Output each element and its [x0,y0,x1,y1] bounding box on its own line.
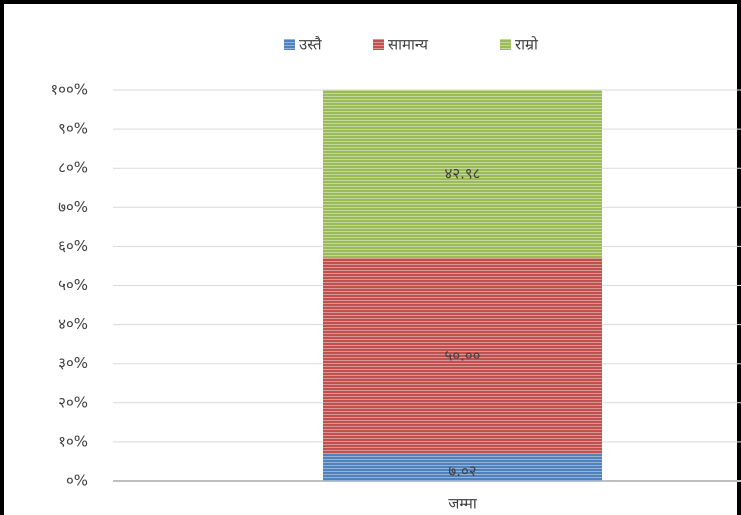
y-tick-label: ८०% [58,159,88,177]
y-tick-label: ७०% [58,198,88,216]
y-tick-label: ६०% [58,237,88,255]
legend-swatch [284,39,295,50]
y-tick-label: ०% [66,472,88,490]
y-tick-label: ४०% [58,315,88,333]
bar-segment [323,453,602,481]
y-tick-label: २०% [58,393,88,411]
value-label: ७.०२ [448,462,476,480]
legend-label: सामान्य [388,36,428,54]
legend-label: राम्रो [515,36,539,54]
y-tick-label: ९०% [58,120,88,138]
y-tick-label: १००% [50,81,88,99]
bar-segment [323,90,602,259]
y-tick-label: ५०% [58,276,88,294]
y-tick-label: १०% [58,432,88,450]
legend-swatch [373,39,384,50]
legend-label: उस्तै [299,36,322,54]
value-label: ४२.९८ [445,165,481,183]
value-label: ५०.०० [445,346,481,364]
legend-swatch [500,39,511,50]
y-tick-label: ३०% [58,354,88,372]
bar-segment [323,258,602,454]
x-tick-label: जम्मा [448,495,478,513]
